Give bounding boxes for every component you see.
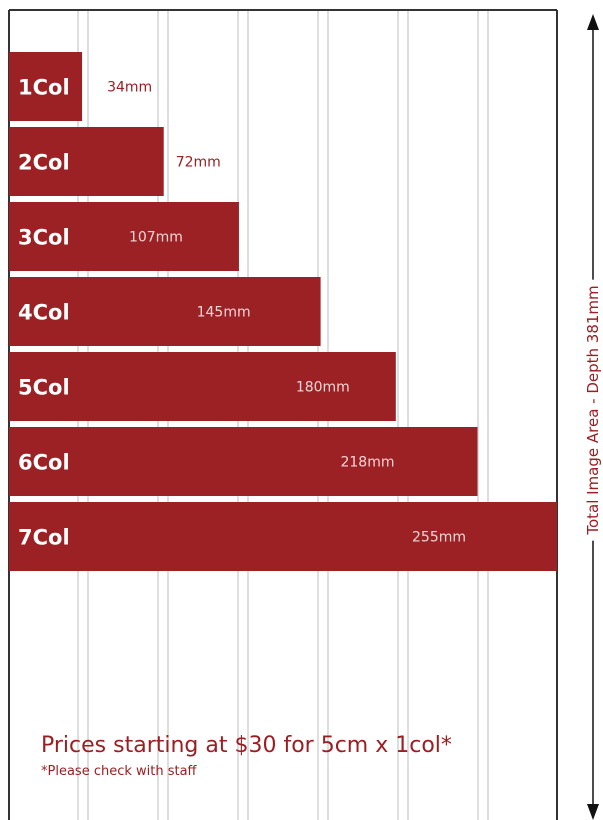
- bar-category-label: 2Col: [18, 151, 70, 175]
- bar-category-label: 5Col: [18, 376, 70, 400]
- depth-arrow-up-icon: [587, 14, 599, 30]
- bar-category-label: 6Col: [18, 451, 70, 475]
- bar-value-label: 107mm: [129, 230, 183, 246]
- price-text: Prices starting at $30 for 5cm x 1col*: [41, 733, 452, 758]
- bar-category-label: 4Col: [18, 301, 70, 325]
- bar-value-label: 34mm: [107, 80, 152, 96]
- bar-1col: [9, 52, 83, 121]
- bar-value-label: 255mm: [412, 530, 466, 546]
- bar-value-label: 145mm: [197, 305, 251, 321]
- bar-7col: [9, 502, 557, 571]
- bar-value-label: 218mm: [340, 455, 394, 471]
- bar-value-label: 180mm: [296, 380, 350, 396]
- bar-category-label: 3Col: [18, 226, 70, 250]
- bar-value-label: 72mm: [176, 155, 221, 171]
- bar-5col: [9, 352, 396, 421]
- bar-2col: [9, 127, 164, 196]
- bar-4col: [9, 277, 321, 346]
- bar-3col: [9, 202, 239, 271]
- bar-category-label: 7Col: [18, 526, 70, 550]
- bar-6col: [9, 427, 478, 496]
- depth-arrow-down-icon: [587, 804, 599, 820]
- depth-label: Total Image Area - Depth 381mm: [584, 279, 602, 541]
- staff-note: *Please check with staff: [41, 764, 197, 779]
- bar-category-label: 1Col: [18, 76, 70, 100]
